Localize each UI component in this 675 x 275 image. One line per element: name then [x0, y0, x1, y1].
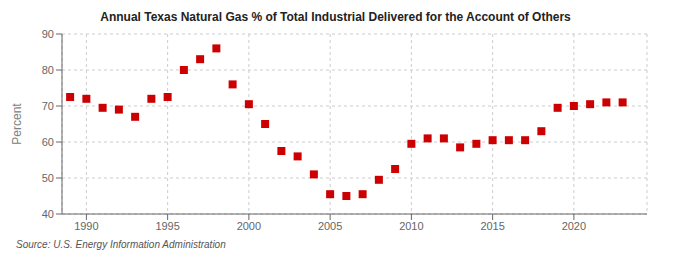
svg-text:40: 40 — [42, 208, 54, 220]
svg-text:1995: 1995 — [155, 220, 179, 232]
svg-text:2000: 2000 — [237, 220, 261, 232]
svg-text:2020: 2020 — [562, 220, 586, 232]
html-text:Source: U.S. Energy Informatio: Source: U.S. Energy Information Administ… — [16, 239, 226, 250]
svg-text:2015: 2015 — [480, 220, 504, 232]
svg-text:70: 70 — [42, 100, 54, 112]
svg-text:Percent: Percent — [10, 103, 24, 145]
svg-text:50: 50 — [42, 172, 54, 184]
html-text:Annual Texas Natural Gas % of: Annual Texas Natural Gas % of Total Indu… — [100, 10, 571, 24]
svg-text:2005: 2005 — [318, 220, 342, 232]
svg-text:60: 60 — [42, 136, 54, 148]
svg-text:80: 80 — [42, 64, 54, 76]
svg-text:2010: 2010 — [399, 220, 423, 232]
svg-text:90: 90 — [42, 28, 54, 40]
svg-text:1990: 1990 — [74, 220, 98, 232]
